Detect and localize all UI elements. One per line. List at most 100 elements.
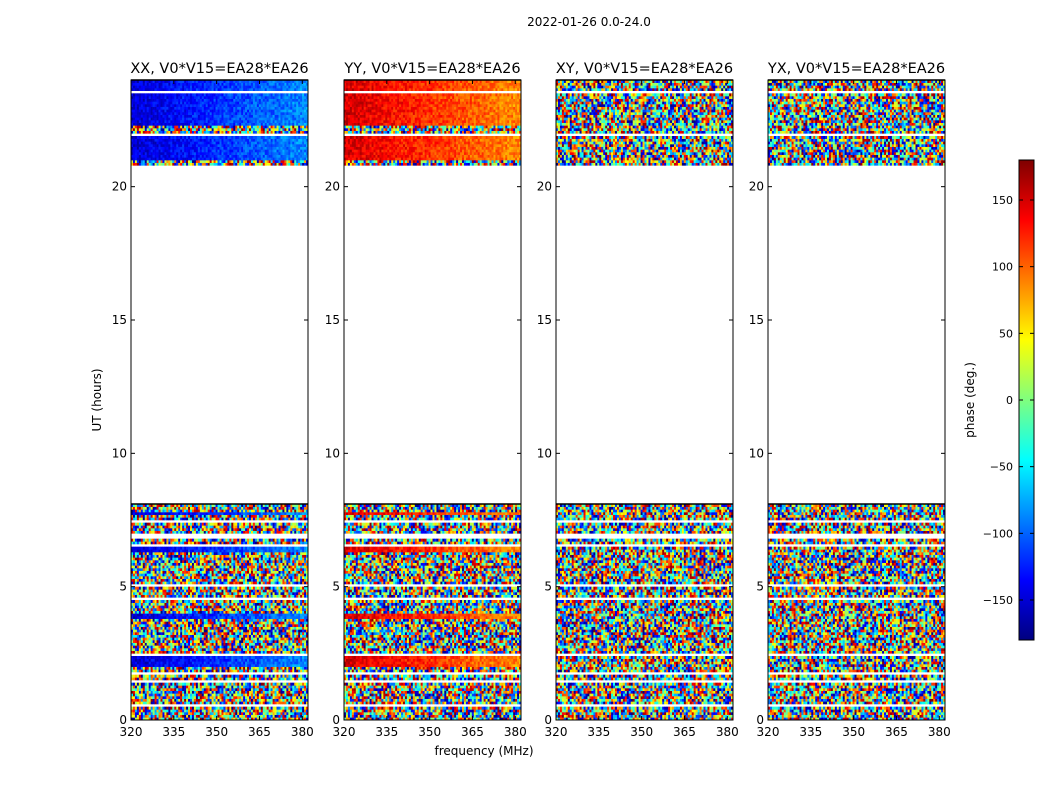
heatmap-cell [267,701,269,704]
heatmap-cell [290,701,292,704]
heatmap-cell [161,715,163,718]
heatmap-cell [282,696,284,699]
heatmap-cell [137,696,139,699]
heatmap-cell [235,691,237,694]
heatmap-cell [206,685,208,688]
heatmap-cell [188,693,190,696]
heatmap-cell [170,696,172,699]
heatmap-cell [220,701,222,704]
heatmap-cell [166,693,168,696]
heatmap-cell [174,693,176,696]
heatmap-cell [161,696,163,699]
heatmap-cell [263,701,265,704]
heatmap-cell [204,693,206,696]
heatmap-cell [202,696,204,699]
heatmap-cell [251,691,253,694]
heatmap-cell [255,699,257,702]
heatmap-cell [294,715,296,718]
heatmap-cell [245,709,247,712]
heatmap-cell [300,712,302,715]
heatmap-cell [210,685,212,688]
heatmap-cell [135,699,137,702]
heatmap-cell [214,693,216,696]
heatmap-cell [170,693,172,696]
heatmap-cell [141,688,143,691]
heatmap-cell [208,685,210,688]
heatmap-cell [237,696,239,699]
heatmap-cell [143,688,145,691]
heatmap-cell [304,693,306,696]
heatmap-cell [304,709,306,712]
heatmap-cell [243,696,245,699]
heatmap-cell [261,693,263,696]
heatmap-cell [269,693,271,696]
heatmap-cell [220,715,222,718]
heatmap-cell [257,701,259,704]
heatmap-cell [162,696,164,699]
heatmap-cell [149,707,151,710]
heatmap-cell [188,715,190,718]
heatmap-cell [237,707,239,710]
heatmap-cell [174,696,176,699]
heatmap-cell [188,688,190,691]
heatmap-cell [149,688,151,691]
heatmap-cell [286,712,288,715]
heatmap-cell [159,712,161,715]
heatmap-cell [184,696,186,699]
heatmap-cell [208,696,210,699]
heatmap-cell [168,685,170,688]
heatmap-cell [161,707,163,710]
heatmap-cell [231,696,233,699]
heatmap-cell [249,688,251,691]
heatmap-cell [275,715,277,718]
heatmap-cell [259,707,261,710]
heatmap-cell [153,696,155,699]
heatmap-cell [164,715,166,718]
heatmap-cell [214,691,216,694]
heatmap-cell [151,699,153,702]
heatmap-cell [253,709,255,712]
heatmap-cell [202,701,204,704]
heatmap-cell [225,688,227,691]
heatmap-cell [221,688,223,691]
heatmap-cell [168,712,170,715]
heatmap-cell [170,712,172,715]
heatmap-cell [231,712,233,715]
heatmap-cell [298,715,300,718]
heatmap-cell [192,707,194,710]
heatmap-cell [284,696,286,699]
heatmap-cell [157,685,159,688]
heatmap-cell [206,691,208,694]
heatmap-cell [292,691,294,694]
heatmap-cell [245,712,247,715]
heatmap-cell [286,715,288,718]
heatmap-cell [294,701,296,704]
heatmap-cell [229,699,231,702]
heatmap-cell [208,691,210,694]
heatmap-cell [208,715,210,718]
heatmap-cell [196,699,198,702]
heatmap-cell [286,696,288,699]
heatmap-cell [170,707,172,710]
heatmap-cell [237,691,239,694]
heatmap-cell [231,685,233,688]
heatmap-cell [186,693,188,696]
heatmap-cell [261,707,263,710]
heatmap-cell [139,693,141,696]
heatmap-cell [286,709,288,712]
heatmap-cell [225,707,227,710]
heatmap-cell [265,693,267,696]
heatmap-cell [133,709,135,712]
heatmap-cell [170,699,172,702]
heatmap-cell [245,715,247,718]
heatmap-cell [231,691,233,694]
heatmap-cell [168,699,170,702]
heatmap-cell [151,707,153,710]
heatmap-cell [216,688,218,691]
heatmap-cell [280,707,282,710]
heatmap-cell [235,699,237,702]
heatmap-cell [255,685,257,688]
heatmap-cell [279,691,281,694]
heatmap-cell [259,712,261,715]
heatmap-cell [227,715,229,718]
